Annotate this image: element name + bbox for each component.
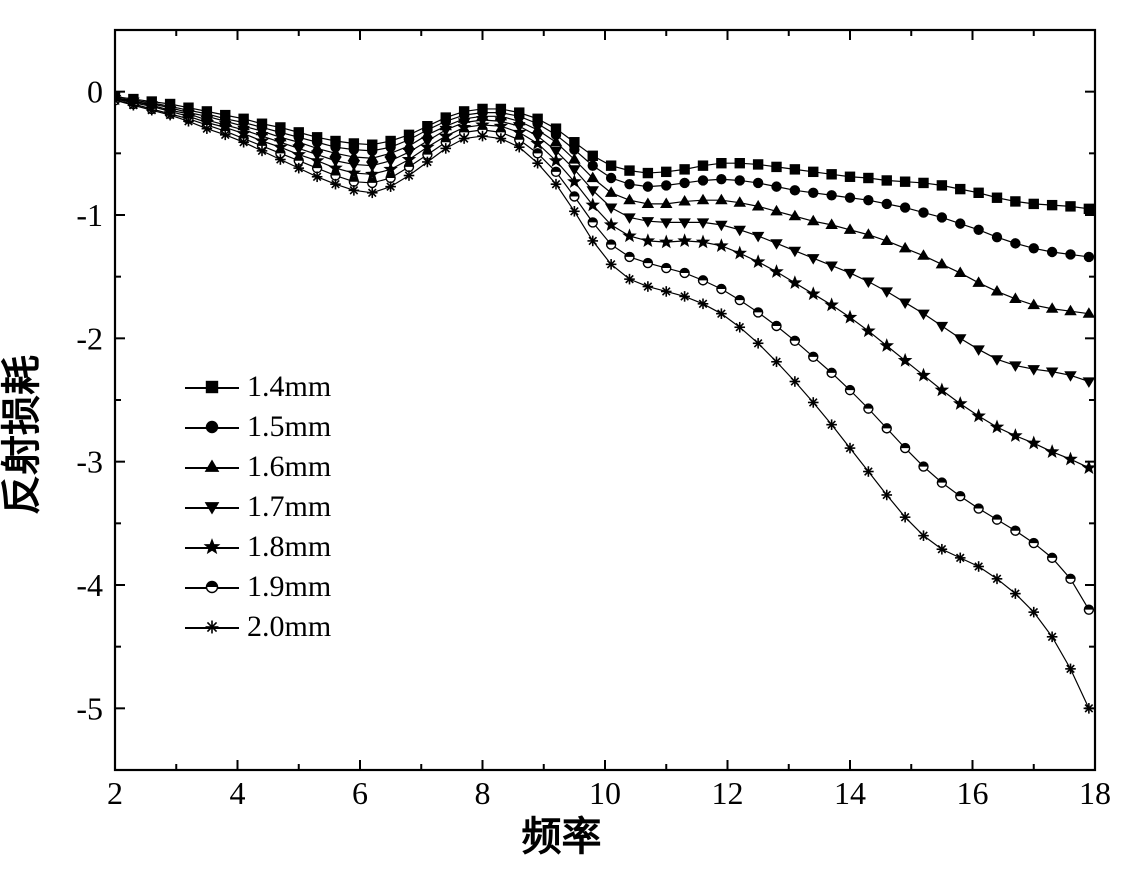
svg-text:18: 18 bbox=[1079, 775, 1111, 811]
chart-container: 24681012141618-5-4-3-2-10 反射损耗 频率 1.4mm1… bbox=[0, 0, 1123, 870]
legend-marker bbox=[185, 617, 239, 637]
legend-label: 1.4mm bbox=[247, 370, 331, 404]
legend-item: 1.8mm bbox=[185, 530, 331, 564]
svg-text:4: 4 bbox=[230, 775, 246, 811]
svg-text:-2: -2 bbox=[76, 320, 103, 356]
legend-label: 1.6mm bbox=[247, 450, 331, 484]
legend-label: 2.0mm bbox=[247, 610, 331, 644]
svg-text:14: 14 bbox=[834, 775, 866, 811]
legend-marker bbox=[185, 577, 239, 597]
legend-item: 1.6mm bbox=[185, 450, 331, 484]
legend-marker bbox=[185, 537, 239, 557]
legend-marker bbox=[185, 497, 239, 517]
svg-text:-3: -3 bbox=[76, 444, 103, 480]
legend-marker bbox=[185, 377, 239, 397]
svg-text:6: 6 bbox=[352, 775, 368, 811]
x-axis-label: 频率 bbox=[522, 804, 602, 862]
legend-marker bbox=[185, 417, 239, 437]
svg-text:-4: -4 bbox=[76, 567, 103, 603]
svg-text:8: 8 bbox=[475, 775, 491, 811]
legend: 1.4mm 1.5mm 1.6mm 1.7mm 1.8mm 1.9mm 2.0mm bbox=[185, 370, 331, 650]
legend-label: 1.7mm bbox=[247, 490, 331, 524]
svg-text:2: 2 bbox=[107, 775, 123, 811]
legend-item: 1.9mm bbox=[185, 570, 331, 604]
legend-label: 1.9mm bbox=[247, 570, 331, 604]
svg-text:-5: -5 bbox=[76, 690, 103, 726]
legend-item: 1.5mm bbox=[185, 410, 331, 444]
svg-text:16: 16 bbox=[957, 775, 989, 811]
legend-marker bbox=[185, 457, 239, 477]
legend-item: 2.0mm bbox=[185, 610, 331, 644]
legend-item: 1.4mm bbox=[185, 370, 331, 404]
svg-text:12: 12 bbox=[712, 775, 744, 811]
legend-label: 1.8mm bbox=[247, 530, 331, 564]
legend-item: 1.7mm bbox=[185, 490, 331, 524]
svg-text:0: 0 bbox=[87, 74, 103, 110]
svg-text:-1: -1 bbox=[76, 197, 103, 233]
chart-svg: 24681012141618-5-4-3-2-10 bbox=[0, 0, 1123, 870]
y-axis-label: 反射损耗 bbox=[0, 355, 47, 515]
legend-label: 1.5mm bbox=[247, 410, 331, 444]
